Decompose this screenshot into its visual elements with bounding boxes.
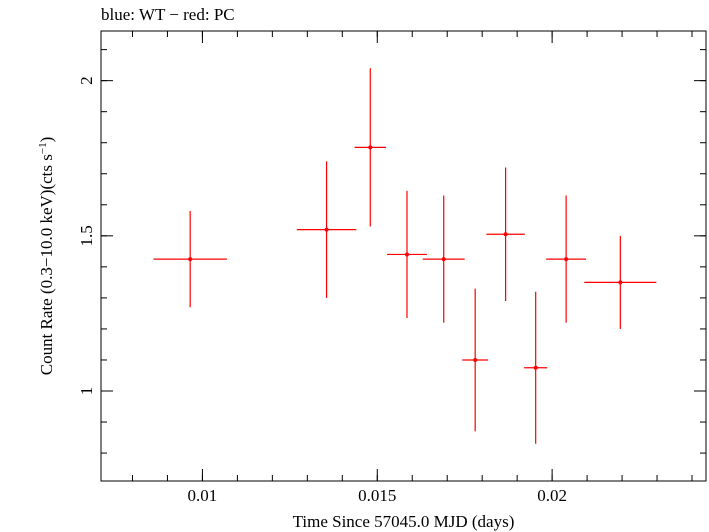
y-axis-label-main: Count Rate (0.3−10.0 keV)(cts s — [37, 154, 56, 375]
data-point — [546, 195, 587, 323]
y-axis-label: Count Rate (0.3−10.0 keV)(cts s−1) — [37, 137, 56, 376]
data-marker — [503, 232, 508, 237]
y-axis-label-exponent: −1 — [37, 142, 49, 154]
axis-ticks — [101, 31, 706, 481]
data-marker — [441, 257, 446, 262]
y-axis-label-end: ) — [37, 137, 56, 143]
data-marker — [404, 252, 409, 257]
data-point — [354, 68, 387, 227]
data-point — [486, 167, 525, 301]
data-marker — [618, 280, 623, 285]
data-point — [153, 211, 227, 308]
tick-labels: 0.01 0.015 0.02 1 1.5 2 — [77, 76, 567, 505]
data-marker — [368, 145, 373, 150]
x-tick-label: 0.01 — [188, 486, 218, 505]
data-point — [296, 161, 357, 298]
data-point — [584, 235, 657, 329]
data-point — [387, 190, 427, 319]
plot-frame — [100, 30, 707, 482]
data-point — [462, 288, 489, 432]
data-marker — [564, 257, 569, 262]
x-axis-label: Time Since 57045.0 MJD (days) — [293, 512, 515, 531]
data-marker — [324, 227, 329, 232]
x-tick-label: 0.02 — [537, 486, 567, 505]
chart-title: blue: WT − red: PC — [101, 5, 235, 24]
data-point — [422, 195, 465, 323]
data-points — [153, 68, 657, 444]
data-point — [524, 291, 548, 444]
data-marker — [533, 365, 538, 370]
data-marker — [473, 357, 478, 362]
y-tick-label: 1.5 — [77, 225, 96, 246]
y-tick-label: 2 — [77, 76, 96, 85]
y-tick-label: 1 — [77, 387, 96, 396]
data-marker — [188, 257, 193, 262]
x-tick-label: 0.015 — [358, 486, 396, 505]
